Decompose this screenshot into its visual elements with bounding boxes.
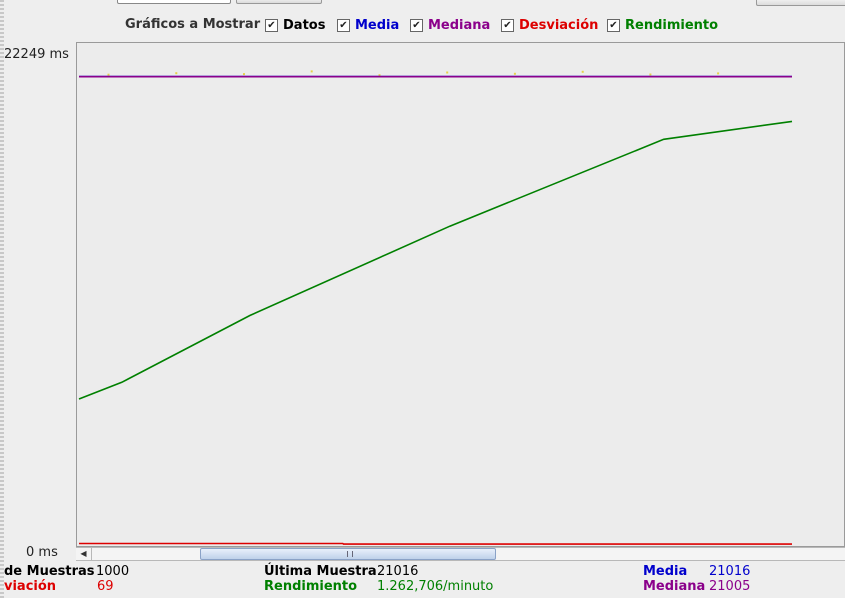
series-lines-group — [78, 75, 793, 545]
scroll-thumb[interactable] — [200, 548, 496, 560]
rendimiento-stat-label: Rendimiento — [264, 579, 358, 594]
mediana-label: Mediana — [428, 18, 491, 33]
graphs-to-show-bar: Gráficos a Mostrar ✔ Datos ✔ Media ✔ Med… — [0, 16, 845, 36]
graph-panel — [76, 42, 845, 547]
datos-checkbox[interactable]: ✔ Datos — [265, 18, 325, 33]
y-axis-max-label: 22249 ms — [4, 47, 69, 62]
datos-points-group — [107, 70, 720, 77]
check-icon[interactable]: ✔ — [607, 19, 620, 32]
left-window-edge — [0, 0, 4, 598]
series-line-rendimiento — [78, 120, 793, 400]
datos-point — [446, 71, 449, 74]
media-stat-label: Media — [643, 564, 688, 579]
button-partial[interactable] — [236, 0, 322, 4]
series-line-desviación — [79, 542, 792, 545]
scroll-left-button[interactable]: ◀ — [76, 548, 92, 560]
muestras-label: de Muestras — [4, 564, 95, 579]
check-icon[interactable]: ✔ — [501, 19, 514, 32]
rendimiento-label: Rendimiento — [625, 18, 719, 33]
desviacion-stat-value: 69 — [97, 579, 114, 594]
datos-point — [513, 72, 516, 75]
ultima-muestra-value: 21016 — [377, 564, 419, 579]
datos-point — [107, 73, 110, 76]
graphs-to-show-label: Gráficos a Mostrar — [125, 17, 261, 32]
stats-panel: de Muestras 1000 Última Muestra 21016 Me… — [0, 563, 845, 598]
check-icon[interactable]: ✔ — [265, 19, 278, 32]
grip-icon — [347, 551, 353, 557]
mediana-checkbox[interactable]: ✔ Mediana — [410, 18, 490, 33]
rendimiento-stat-value: 1.262,706/minuto — [377, 579, 494, 594]
button-partial-right[interactable] — [756, 0, 845, 6]
desviacion-stat-label: viación — [4, 579, 57, 594]
y-axis-min-label: 0 ms — [26, 545, 58, 560]
datos-point — [243, 73, 245, 76]
datos-point — [649, 73, 652, 76]
media-checkbox[interactable]: ✔ Media — [337, 18, 399, 33]
media-stat-value: 21016 — [709, 564, 751, 579]
response-time-graph — [78, 70, 793, 545]
rendimiento-checkbox[interactable]: ✔ Rendimiento — [607, 18, 718, 33]
media-label: Media — [355, 18, 400, 33]
datos-label: Datos — [283, 18, 326, 33]
datos-point — [310, 70, 313, 73]
horizontal-scrollbar[interactable]: ◀ — [76, 547, 845, 561]
desviacion-label: Desviación — [519, 18, 599, 33]
mediana-stat-value: 21005 — [709, 579, 751, 594]
mediana-stat-label: Mediana — [643, 579, 706, 594]
datos-point — [378, 74, 381, 77]
datos-point — [175, 72, 178, 75]
check-icon[interactable]: ✔ — [410, 19, 423, 32]
datos-point — [581, 70, 584, 73]
muestras-value: 1000 — [96, 564, 130, 579]
ultima-muestra-label: Última Muestra — [264, 564, 377, 579]
check-icon[interactable]: ✔ — [337, 19, 350, 32]
text-field-partial[interactable] — [117, 0, 231, 4]
datos-point — [717, 72, 720, 75]
desviacion-checkbox[interactable]: ✔ Desviación — [501, 18, 598, 33]
